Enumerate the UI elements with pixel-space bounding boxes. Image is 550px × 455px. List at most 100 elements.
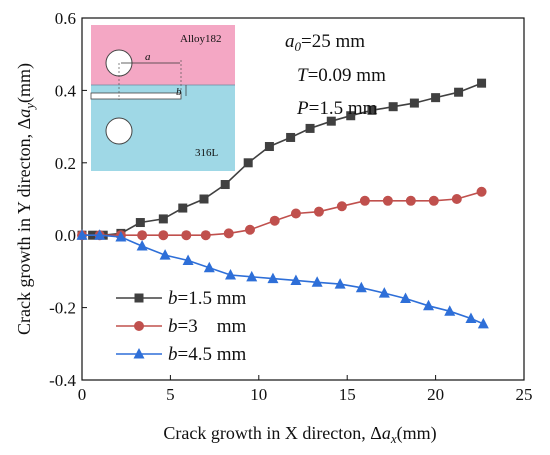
x-axis-title-text: Crack growth in X directon, Δ (163, 423, 382, 443)
series-2-point (336, 201, 347, 212)
series-1-point (264, 142, 274, 152)
x-axis-title-unit: (mm) (397, 423, 437, 444)
series-2-point (244, 224, 255, 235)
series-1-point (199, 194, 209, 204)
y-axis-title-text: Crack growth in Y directon, Δ (14, 118, 34, 335)
legend-label-value: =3 mm (178, 316, 247, 337)
series-2-point (223, 228, 234, 239)
inset-316l-label: 316L (195, 147, 219, 159)
series-1-point (135, 218, 145, 228)
series-3-point (76, 229, 88, 240)
series-1-point (346, 111, 356, 121)
x-tick-label: 10 (250, 385, 267, 404)
series-layer (76, 78, 489, 329)
inset-a-label: a (145, 51, 151, 63)
inset-schematic: Alloy182 316L a b (90, 25, 235, 171)
series-1-point (158, 214, 168, 224)
inset-alloy182-label: Alloy182 (180, 33, 222, 45)
y-axis-title-var: a (14, 109, 34, 118)
series-1-point (178, 203, 188, 213)
inset-bottom-hole (105, 117, 133, 145)
series-2-point (137, 230, 148, 241)
series-2-point (359, 195, 370, 206)
series-3-point (203, 261, 215, 273)
inset-notch (90, 92, 182, 100)
x-tick-label: 5 (166, 385, 175, 404)
legend-label-value: =1.5 mm (178, 288, 247, 309)
y-tick-label: 0.4 (55, 81, 77, 100)
legend-label-var: b (168, 344, 178, 365)
series-2-point (181, 230, 192, 241)
series-1-point (305, 123, 315, 133)
series-2-point (476, 186, 487, 197)
annotation-p-var: P (296, 98, 309, 119)
series-1-point (409, 98, 419, 108)
x-tick-label: 20 (427, 385, 444, 404)
legend-marker-2 (134, 321, 144, 331)
series-3-point (290, 274, 302, 285)
annotation-t: T=0.09 mm (297, 65, 386, 86)
legend-label-2: b=3 mm (168, 316, 246, 337)
series-3-point (136, 240, 148, 251)
legend-marker-1 (134, 293, 144, 303)
series-1-point (326, 116, 336, 126)
series-2-point (313, 206, 324, 217)
legend-label-var: b (168, 316, 178, 337)
annotation-a0: a0=25 mm (285, 31, 365, 54)
series-2-line (82, 191, 482, 236)
legend-label-value: =4.5 mm (178, 344, 247, 365)
y-axis-title-unit: (mm) (14, 63, 35, 103)
series-1-point (286, 132, 296, 142)
series-2-point (158, 230, 169, 241)
series-3-point (115, 231, 127, 242)
series-2-point (290, 208, 301, 219)
series-1-point (431, 93, 441, 103)
x-axis-title-var: a (382, 423, 391, 443)
y-tick-label: -0.2 (49, 299, 76, 318)
x-tick-label: 0 (78, 385, 87, 404)
series-2-point (405, 195, 416, 206)
annotation-p-value: =1.5 mm (309, 98, 378, 119)
series-3-point (378, 287, 390, 298)
series-2-point (269, 215, 280, 226)
series-3-point (444, 305, 456, 316)
series-3-point (355, 281, 367, 293)
series-1-point (477, 78, 487, 88)
inset-b-label: b (176, 86, 182, 98)
y-tick-label: 0.0 (55, 226, 76, 245)
legend: b=1.5 mmb=3 mmb=4.5 mm (116, 288, 246, 365)
series-3-point (159, 249, 171, 260)
series-3-point (94, 229, 106, 240)
series-1-point (454, 87, 464, 97)
series-1-point (388, 102, 398, 112)
annotation-t-value: =0.09 mm (308, 65, 386, 86)
series-1-point (220, 180, 230, 190)
y-tick-label: 0.6 (55, 9, 76, 28)
annotation-a0-value: =25 mm (301, 31, 365, 52)
x-tick-label: 25 (516, 385, 533, 404)
series-2-point (451, 194, 462, 204)
series-3-point (182, 254, 194, 266)
series-3-point (465, 312, 477, 323)
series-3-point (225, 269, 237, 280)
series-2 (77, 186, 487, 241)
legend-label-var: b (168, 288, 178, 309)
series-2-point (428, 195, 439, 206)
annotation-t-var: T (297, 65, 309, 86)
x-axis-title: Crack growth in X directon, Δax(mm) (163, 423, 436, 446)
series-3-point (246, 270, 258, 282)
series-3-point (477, 317, 489, 329)
annotation-p: P=1.5 mm (296, 98, 378, 119)
legend-label-3: b=4.5 mm (168, 344, 246, 365)
series-1-point (243, 158, 253, 168)
y-axis-title-sub: y (22, 103, 37, 111)
annotation-a0-var: a (285, 31, 295, 52)
x-axis-title-sub: x (390, 431, 397, 446)
series-3-point (400, 292, 412, 304)
legend-label-1: b=1.5 mm (168, 288, 246, 309)
plot-area-frame (81, 17, 525, 381)
legend-marker-3 (133, 348, 145, 359)
x-tick-label: 15 (339, 385, 356, 404)
y-tick-label: -0.4 (49, 371, 76, 390)
